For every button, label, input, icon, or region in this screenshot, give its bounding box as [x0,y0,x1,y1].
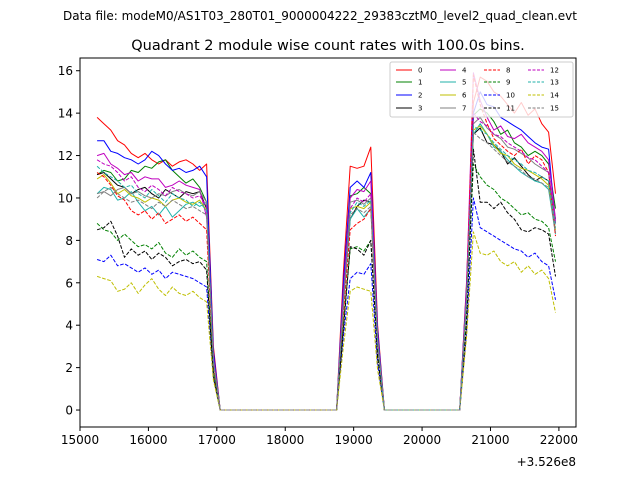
series-layer [96,72,556,411]
legend-label-6: 6 [462,92,467,100]
x-tick-label: 22000 [540,433,578,447]
ticks-layer: 15000 16000 17000 18000 19000 20000 21000 22000… [58,64,578,447]
y-tick-label: 2 [65,361,73,375]
y-tick-label: 6 [65,276,73,290]
chart-title: Quadrant 2 module wise count rates with … [131,38,525,54]
x-offset-label: +3.526e8 [517,455,576,469]
legend-box [389,61,574,118]
legend-label-7: 7 [462,105,466,113]
legend-label-3: 3 [418,105,422,113]
legend-label-11: 11 [506,105,515,113]
legend-label-0: 0 [418,67,422,75]
series-line-12 [96,112,556,411]
y-tick-label: 12 [58,149,73,163]
x-tick-label: 21000 [471,433,509,447]
legend-label-10: 10 [506,92,515,100]
legend-label-9: 9 [506,79,510,87]
figure-suptitle: Data file: modeM0/AS1T03_280T01_90000042… [63,9,577,23]
y-tick-label: 16 [58,64,73,78]
legend-label-14: 14 [550,92,559,100]
legend-label-2: 2 [418,92,422,100]
x-tick-label: 15000 [61,433,99,447]
legend-label-8: 8 [506,67,510,75]
y-tick-label: 0 [65,404,73,418]
series-line-9 [96,163,556,411]
series-line-15 [96,131,556,411]
legend-label-12: 12 [550,67,559,75]
y-tick-label: 4 [65,319,73,333]
y-tick-label: 10 [58,191,73,205]
y-tick-label: 14 [58,107,73,121]
x-tick-label: 18000 [266,433,304,447]
legend-label-4: 4 [462,67,467,75]
legend-label-15: 15 [550,105,559,113]
x-tick-label: 19000 [335,433,373,447]
x-tick-label: 20000 [403,433,441,447]
y-tick-label: 8 [65,234,73,248]
x-tick-label: 16000 [129,433,167,447]
plot-frame [79,57,577,428]
legend-label-5: 5 [462,79,466,87]
legend-label-13: 13 [550,79,559,87]
series-line-14 [96,231,556,411]
x-tick-label: 17000 [198,433,236,447]
legend-label-1: 1 [418,79,422,87]
